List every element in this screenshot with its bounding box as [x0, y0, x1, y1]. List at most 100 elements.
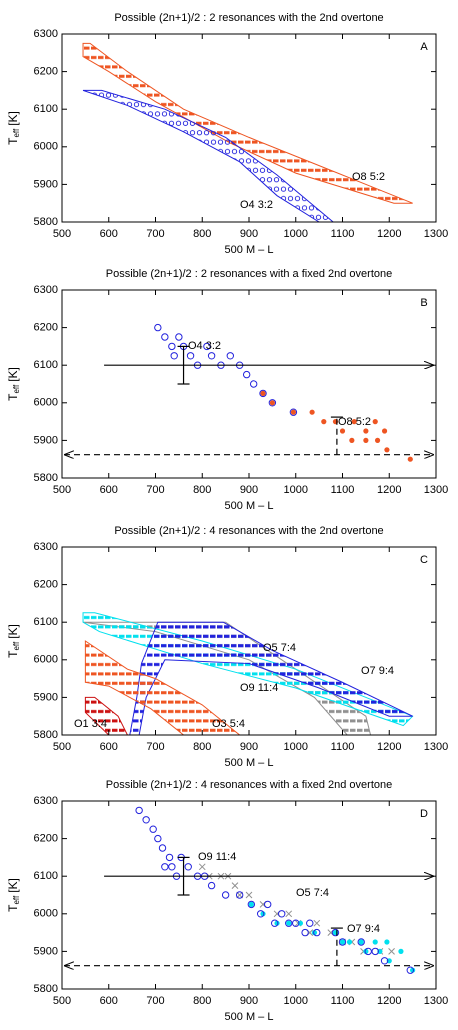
y-tick-label: 6300: [34, 284, 58, 296]
x-tick-label: 700: [146, 484, 164, 496]
point: [292, 919, 300, 927]
point: [381, 428, 388, 434]
x-tick-label: 1300: [424, 484, 448, 496]
point: [245, 891, 253, 899]
x-tick-label: 700: [146, 995, 164, 1007]
point: [289, 408, 298, 416]
plot-area: [82, 42, 413, 222]
cross-stroke: [198, 863, 206, 871]
panel: Possible (2n+1)/2 : 4 resonances with a …: [6, 779, 448, 1023]
x-tick-label: 500: [53, 484, 71, 496]
y-tick-label: 6200: [34, 833, 58, 845]
x-tick-label: 1200: [377, 741, 401, 753]
panel-label: B: [420, 297, 427, 309]
annotation: O8 5:2: [338, 416, 371, 428]
point: [235, 891, 244, 899]
y-tick-label: 5800: [34, 216, 58, 228]
x-tick-label: 1200: [377, 995, 401, 1007]
annotation: O1 3:4: [74, 718, 107, 730]
region: [84, 696, 129, 735]
y-label-unit: [K]: [6, 367, 20, 382]
point: [207, 881, 216, 890]
point: [309, 409, 315, 415]
x-tick-label: 1200: [377, 228, 401, 240]
point: [349, 437, 355, 443]
point: [278, 910, 286, 918]
x-tick-label: 800: [193, 995, 211, 1007]
point: [290, 409, 297, 415]
point: [135, 806, 143, 815]
point: [339, 428, 346, 434]
cross-stroke: [245, 891, 253, 899]
point: [264, 900, 272, 909]
point: [271, 919, 279, 927]
point: [372, 939, 378, 945]
x-tick-label: 1000: [284, 995, 308, 1007]
x-tick-label: 700: [146, 741, 164, 753]
y-tick-label: 6300: [34, 541, 58, 553]
x-tick-label: 1100: [331, 741, 355, 753]
chart-title: Possible (2n+1)/2 : 2 resonances with a …: [106, 268, 392, 280]
point: [149, 825, 157, 833]
y-tick-label: 5900: [34, 434, 58, 446]
point: [274, 920, 280, 926]
y-tick-label: 6200: [34, 66, 58, 78]
chart-title: Possible (2n+1)/2 : 2 resonances with th…: [114, 12, 383, 24]
x-tick-label: 1100: [331, 228, 355, 240]
chart-title: Possible (2n+1)/2 : 4 resonances with a …: [106, 779, 392, 791]
point: [256, 910, 265, 918]
x-axis-label: 500 M – L: [225, 757, 274, 769]
point: [363, 948, 369, 955]
annotation: O4 3:2: [188, 340, 221, 352]
x-tick-label: 900: [240, 228, 258, 240]
point: [388, 948, 395, 955]
annotation: O7 9:4: [361, 665, 394, 677]
y-tick-label: 6000: [34, 654, 58, 666]
point: [236, 891, 244, 899]
point: [363, 428, 369, 434]
x-tick-label: 800: [193, 741, 211, 753]
point: [407, 456, 413, 462]
point: [168, 863, 176, 871]
point: [170, 352, 178, 360]
x-tick-label: 1100: [331, 995, 355, 1007]
x-tick-label: 800: [193, 484, 211, 496]
y-tick-label: 5800: [34, 472, 58, 484]
point: [374, 437, 381, 443]
annotation: O5 7:4: [296, 887, 329, 899]
point: [313, 928, 321, 937]
plot-frame: [61, 289, 437, 479]
x-tick-label: 1300: [424, 741, 448, 753]
y-tick-label: 6100: [34, 359, 58, 371]
annotation: O5 7:4: [263, 642, 296, 654]
y-tick-label: 6000: [34, 397, 58, 409]
y-label-main: T: [6, 137, 20, 145]
y-axis-label: Teff [K]: [6, 624, 21, 658]
x-tick-label: 800: [193, 228, 211, 240]
plot-frame: [61, 546, 437, 736]
annotation: O9 11:4: [198, 851, 236, 863]
panel: Possible (2n+1)/2 : 2 resonances with a …: [6, 268, 448, 512]
point: [168, 342, 176, 351]
point: [175, 333, 183, 341]
point: [154, 323, 162, 332]
point: [269, 400, 275, 406]
point: [268, 399, 277, 407]
y-tick-label: 6100: [34, 616, 58, 628]
x-tick-label: 900: [240, 741, 258, 753]
region: [84, 640, 241, 735]
point: [306, 919, 314, 927]
point: [351, 419, 357, 425]
point: [358, 939, 364, 945]
point: [226, 352, 235, 360]
x-tick-label: 700: [146, 228, 164, 240]
cross-stroke: [231, 882, 239, 889]
x-tick-label: 1000: [284, 228, 308, 240]
y-label-unit: [K]: [6, 878, 20, 893]
panel: Possible (2n+1)/2 : 2 resonances with th…: [6, 12, 448, 256]
cross-stroke: [388, 948, 395, 955]
y-label-unit: [K]: [6, 111, 20, 126]
panel: Possible (2n+1)/2 : 4 resonances with th…: [6, 525, 448, 769]
